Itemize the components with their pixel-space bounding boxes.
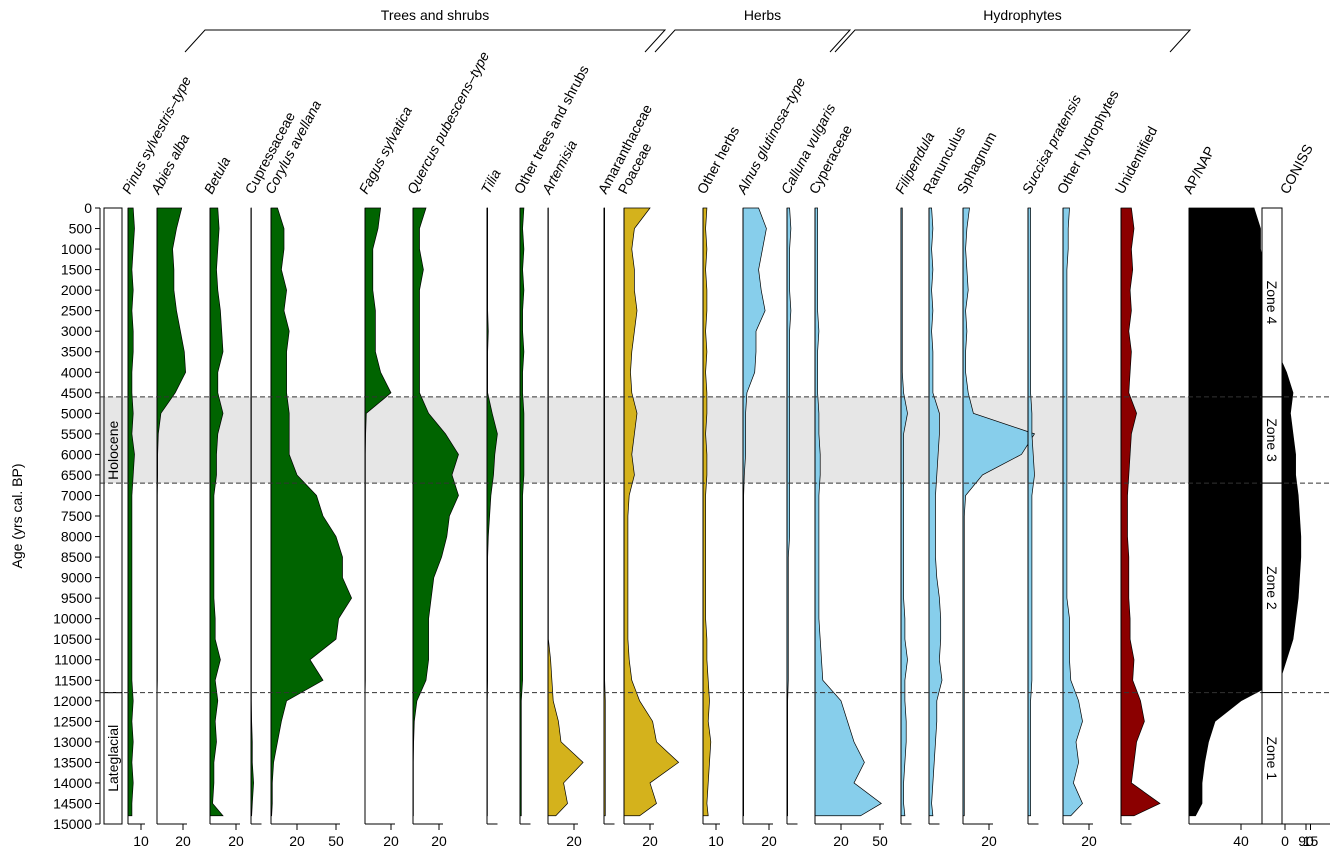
x-tick-label: 20 [761,833,777,849]
pollen-curve [786,207,792,817]
pollen-curve [486,207,498,817]
y-tick-label: 8500 [61,549,92,565]
x-tick-label: 20 [642,833,658,849]
y-tick-label: 15000 [53,816,92,832]
group-bracket [834,29,1192,53]
y-tick-label: 9500 [61,590,92,606]
zone-label: Zone 4 [1264,281,1280,325]
x-tick-label: 50 [872,833,888,849]
zone-label: Zone 3 [1264,418,1280,462]
pollen-curve [1062,207,1083,817]
x-tick-label: 50 [328,833,344,849]
y-tick-label: 5000 [61,405,92,421]
pollen-curve [623,207,680,817]
y-tick-label: 2000 [61,282,92,298]
y-tick-label: 6500 [61,467,92,483]
y-tick-label: 1500 [61,262,92,278]
pollen-curve [209,207,224,817]
taxon-label: AP/NAP [1180,144,1218,197]
y-tick-label: 7500 [61,508,92,524]
y-tick-label: 12500 [53,713,92,729]
x-tick-label: 20 [289,833,305,849]
x-tick-label: 20 [833,833,849,849]
pollen-curve [547,207,584,817]
y-tick-label: 9000 [61,570,92,586]
zone-label: Zone 2 [1264,566,1280,610]
x-tick-label: 20 [431,833,447,849]
pollen-curve [270,207,352,817]
x-tick-label: 20 [981,833,997,849]
pollen-curve [156,207,186,816]
y-tick-label: 10500 [53,631,92,647]
y-axis-label: Age (yrs cal. BP) [9,463,25,568]
x-tick-label: 20 [1081,833,1097,849]
taxon-label: Betula [201,154,234,197]
y-tick-label: 7000 [61,487,92,503]
x-tick-label: 20 [566,833,582,849]
pollen-curve [1120,207,1161,817]
pollen-curve [1027,207,1035,817]
x-tick-label: 10 [133,833,149,849]
pollen-curve [814,207,882,817]
y-tick-label: 10000 [53,611,92,627]
group-label: Herbs [744,7,781,23]
y-tick-label: 14000 [53,775,92,791]
group-bracket [184,29,667,53]
period-label: Holocene [105,421,121,480]
y-tick-label: 11000 [54,652,92,668]
y-tick-label: 6000 [61,446,92,462]
pollen-curve [127,207,135,817]
pollen-curve [702,207,712,817]
x-tick-label: 20 [383,833,399,849]
zone-box [1261,692,1283,825]
taxon-label: Tilia [478,166,504,196]
y-tick-label: 13500 [53,754,92,770]
pollen-curve [412,207,459,817]
x-tick-label: 15 [1303,833,1319,849]
pollen-curve [962,207,1036,817]
pollen-curve [1188,207,1302,817]
x-tick-label: 20 [228,833,244,849]
y-tick-label: 3500 [61,344,92,360]
x-tick-label: 0 [1281,833,1289,849]
y-tick-label: 12000 [53,693,92,709]
period-label: Lateglacial [105,725,121,792]
y-tick-label: 14500 [53,795,92,811]
coniss-label: CONISS [1277,141,1316,196]
pollen-curve [742,207,767,817]
pollen-curve [519,207,525,817]
y-tick-label: 11500 [54,672,92,688]
x-tick-label: 90 [1298,833,1314,849]
y-tick-label: 13000 [53,734,92,750]
y-tick-label: 4500 [61,385,92,401]
y-tick-label: 1000 [61,241,92,257]
x-tick-label: 20 [175,833,191,849]
pollen-curve [364,207,392,816]
y-tick-label: 5500 [61,426,92,442]
group-label: Trees and shrubs [381,7,489,23]
y-tick-label: 4000 [61,364,92,380]
x-tick-label: 40 [1233,833,1249,849]
taxon-label: Quercus pubescens–type [404,49,493,197]
y-tick-label: 8000 [61,529,92,545]
zone-label: Zone 1 [1264,736,1280,780]
y-tick-label: 500 [69,221,93,237]
pollen-curve [900,207,908,817]
taxon-label: Unidentified [1112,124,1161,197]
y-tick-label: 3000 [61,323,92,339]
pollen-curve [928,207,943,817]
group-bracket [654,29,852,53]
y-tick-label: 2500 [61,303,92,319]
x-tick-label: 10 [708,833,724,849]
group-label: Hydrophytes [983,7,1062,23]
y-tick-label: 0 [84,200,92,216]
